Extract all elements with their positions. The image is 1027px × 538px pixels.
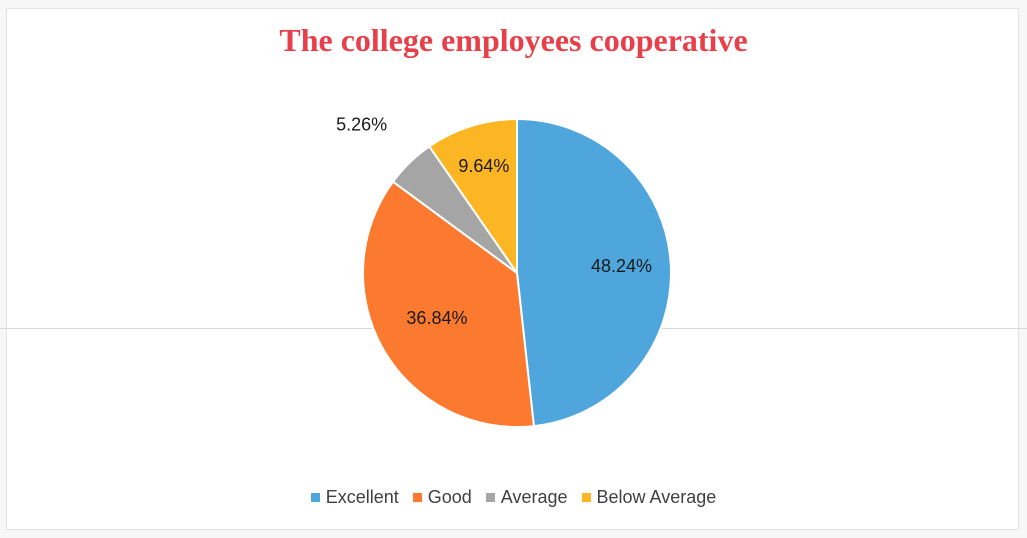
data-label-excellent: 48.24%: [591, 256, 652, 276]
pie-slice-below-average: [427, 117, 518, 277]
chart-title: The college employees cooperative: [279, 22, 748, 58]
data-label-below-average: 9.64%: [458, 156, 509, 176]
legend-swatch: [310, 493, 320, 502]
legend-item-below-average: Below Average: [581, 487, 717, 508]
legend-label: Excellent: [325, 487, 399, 507]
legend-swatch: [485, 493, 495, 502]
pie-slice-good: [362, 180, 536, 428]
legend-label: Average: [500, 487, 568, 507]
legend-label: Below Average: [596, 487, 717, 507]
legend-swatch: [412, 493, 422, 502]
data-label-average: 5.26%: [336, 114, 387, 134]
legend-item-average: Average: [485, 487, 568, 508]
data-label-good: 36.84%: [406, 308, 467, 328]
chart-legend: Excellent Good Average Below Average: [0, 487, 1027, 508]
pie-slice-excellent: [516, 117, 672, 428]
legend-swatch: [581, 493, 591, 502]
legend-label: Good: [427, 487, 472, 507]
legend-item-excellent: Excellent: [310, 487, 399, 508]
legend-item-good: Good: [412, 487, 472, 508]
